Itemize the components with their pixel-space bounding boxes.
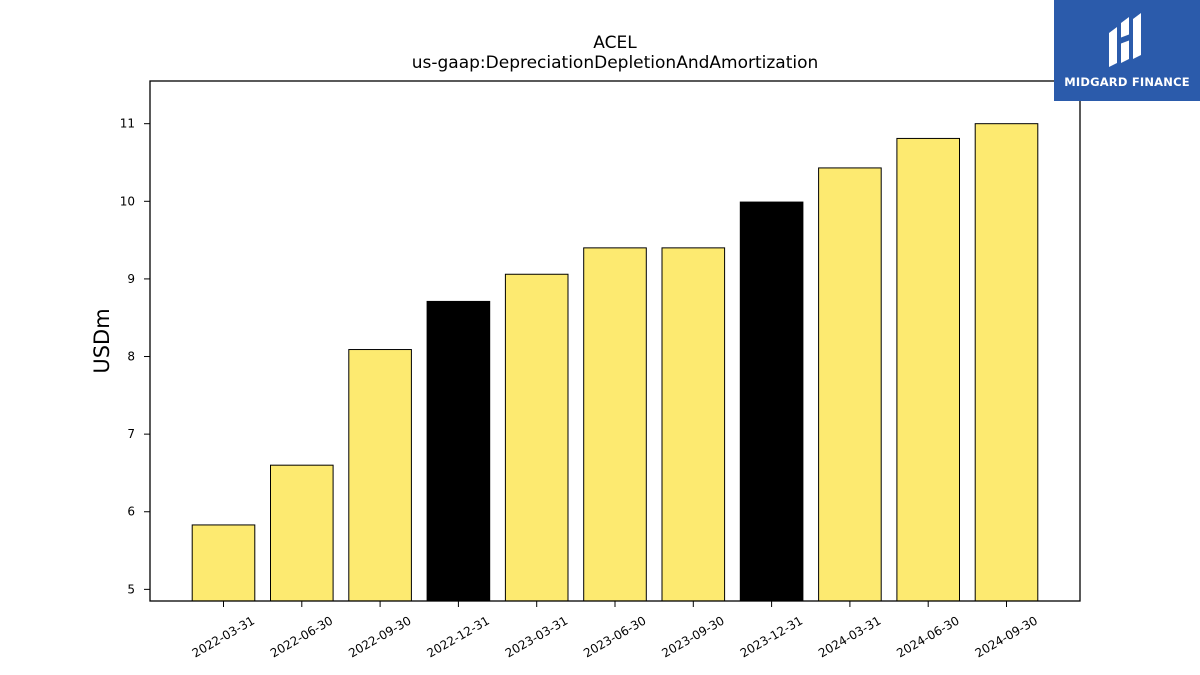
y-tick-label: 5 [127,582,135,596]
bars-group [191,123,1039,602]
midgard-finance-logo: MIDGARD FINANCE [1054,0,1200,101]
y-ticks-group: 5 6 7 8 9 10 11 [120,117,150,596]
chart-title: ACEL [593,33,637,53]
bar-2023-12-31 [739,201,804,602]
midgard-logo-icon [1109,13,1141,67]
y-tick-label: 6 [127,505,135,519]
y-tick-label: 7 [127,427,135,441]
x-tick-label: 2023-06-30 [581,613,648,660]
y-axis-label: USDm [90,308,114,373]
x-tick-label: 2022-12-31 [424,613,491,660]
x-tick-label: 2023-09-30 [659,613,726,660]
bar-2023-03-31 [504,273,569,602]
y-tick-label: 8 [127,350,135,364]
bar-2023-09-30 [661,247,726,602]
x-tick-label: 2023-03-31 [503,613,570,660]
y-tick-label: 10 [120,194,135,208]
logo-text: MIDGARD FINANCE [1064,75,1190,89]
chart-subtitle: us-gaap:DepreciationDepletionAndAmortiza… [412,53,819,73]
y-tick-label: 9 [127,272,135,286]
x-tick-label: 2024-03-31 [816,613,883,660]
bar-2024-03-31 [818,167,882,602]
plot-frame [149,80,1081,602]
x-tick-label: 2022-06-30 [268,613,335,660]
x-tick-label: 2024-09-30 [973,613,1040,660]
bar-2023-06-30 [583,247,647,602]
bar-2022-03-31 [191,524,256,602]
y-tick-label: 11 [120,117,135,131]
bar-2022-12-31 [426,300,491,602]
x-tick-label: 2022-03-31 [190,613,257,660]
bar-2022-06-30 [270,464,334,602]
x-ticks-group: 2022-03-31 2022-06-30 2022-09-30 2022-12-31… [190,601,1040,660]
x-tick-label: 2022-09-30 [346,613,413,660]
bar-2024-09-30 [974,123,1039,602]
bar-2022-09-30 [348,349,412,602]
x-tick-label: 2024-06-30 [894,613,961,660]
bar-2024-06-30 [896,137,961,602]
x-tick-label: 2023-12-31 [738,613,805,660]
